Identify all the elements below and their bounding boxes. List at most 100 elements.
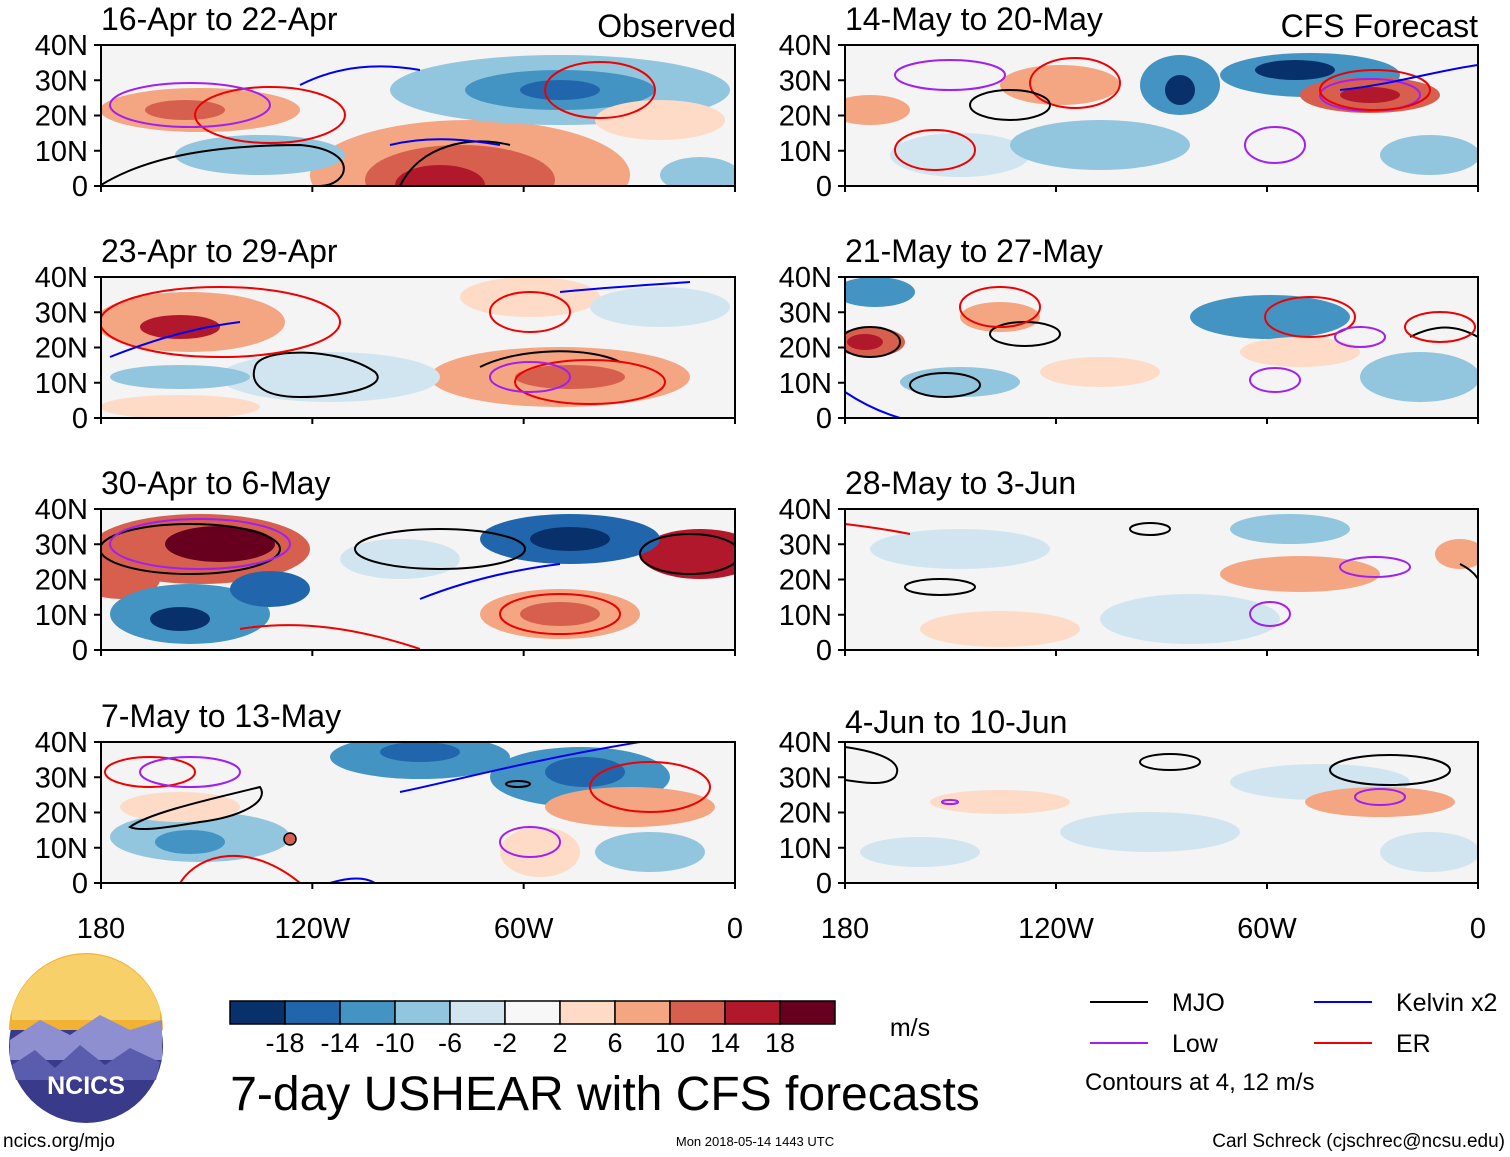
lat-tick-label: 20N — [35, 565, 88, 597]
lon-tick-label: 60W — [494, 913, 554, 945]
lat-tick-label: 0 — [72, 171, 88, 203]
colorbar-tick-label: 14 — [710, 1028, 740, 1058]
colorbar-tick-label: -18 — [265, 1028, 304, 1058]
lat-tick-label: 40N — [779, 262, 832, 294]
lat-tick-label: 40N — [779, 727, 832, 759]
legend-label: Kelvin x2 — [1396, 989, 1497, 1017]
panel-forecast-2: 21-May to 27-May — [844, 233, 1479, 419]
lat-tick-label: 10N — [779, 136, 832, 168]
lat-tick-label: 30N — [35, 529, 88, 561]
colorbar-tick-label: -2 — [493, 1028, 517, 1058]
colorbar-tick-label: -6 — [438, 1028, 462, 1058]
lon-tick-label: 180 — [77, 913, 125, 945]
panel-observed-1: 16-Apr to 22-Apr — [100, 1, 736, 187]
latitude-axis-labels: 40N30N20N10N040N30N20N10N040N30N20N10N04… — [35, 30, 845, 900]
panel-title: 16-Apr to 22-Apr — [101, 1, 338, 37]
panel-observed-4: 7-May to 13-May — [100, 698, 736, 884]
lat-tick-label: 20N — [779, 333, 832, 365]
colorbar-tick-label: 2 — [552, 1028, 567, 1058]
timestamp: Mon 2018-05-14 1443 UTC — [676, 1134, 834, 1149]
lat-tick-label: 10N — [779, 600, 832, 632]
lat-tick-label: 20N — [35, 333, 88, 365]
lat-tick-label: 0 — [816, 171, 832, 203]
colorbar-swatch — [339, 1000, 396, 1025]
colorbar-tick-label: 6 — [607, 1028, 622, 1058]
colorbar-swatch — [504, 1000, 561, 1025]
panel-title: 7-May to 13-May — [101, 698, 341, 734]
panel-title: 14-May to 20-May — [845, 1, 1103, 37]
lat-tick-label: 0 — [816, 403, 832, 435]
figure-title: 7-day USHEAR with CFS forecasts — [230, 1068, 980, 1121]
colorbar-tick-label: 10 — [655, 1028, 685, 1058]
lat-tick-label: 0 — [72, 868, 88, 900]
lat-tick-label: 30N — [779, 529, 832, 561]
panel-title: 21-May to 27-May — [845, 233, 1103, 269]
lat-tick-label: 40N — [35, 30, 88, 62]
lat-tick-label: 10N — [779, 833, 832, 865]
colorbar: -18 -14 -10 -6 -2 2 6 10 14 18 — [229, 1000, 836, 1058]
lat-tick-label: 10N — [35, 833, 88, 865]
legend-label: ER — [1396, 1030, 1431, 1058]
panel-forecast-4: 4-Jun to 10-Jun — [844, 704, 1479, 884]
panel-title: 4-Jun to 10-Jun — [845, 704, 1067, 740]
lat-tick-label: 10N — [779, 368, 832, 400]
lat-tick-label: 0 — [816, 868, 832, 900]
lat-tick-label: 20N — [779, 101, 832, 133]
lat-tick-label: 40N — [779, 30, 832, 62]
lat-tick-label: 40N — [35, 262, 88, 294]
colorbar-tick-label: -10 — [375, 1028, 414, 1058]
credit: Carl Schreck (cjschrec@ncsu.edu) — [1212, 1131, 1505, 1152]
colorbar-swatch — [284, 1000, 341, 1025]
lon-tick-label: 120W — [274, 913, 350, 945]
lat-tick-label: 20N — [35, 101, 88, 133]
panel-forecast-1: 14-May to 20-May — [844, 1, 1479, 187]
colorbar-swatch — [394, 1000, 451, 1025]
lat-tick-label: 10N — [35, 136, 88, 168]
ncics-logo: NCICS — [9, 953, 163, 1123]
colorbar-units: m/s — [890, 1014, 930, 1042]
colorbar-swatch — [559, 1000, 616, 1025]
colorbar-swatch — [779, 1000, 836, 1025]
panel-title: 30-Apr to 6-May — [101, 465, 330, 501]
lon-tick-label: 0 — [727, 913, 743, 945]
lat-tick-label: 40N — [35, 727, 88, 759]
lat-tick-label: 0 — [72, 403, 88, 435]
panel-observed-2: 23-Apr to 29-Apr — [100, 233, 736, 419]
colorbar-tick-label: 18 — [765, 1028, 795, 1058]
lat-tick-label: 30N — [779, 65, 832, 97]
legend-label: Low — [1172, 1030, 1219, 1058]
observed-label: Observed — [597, 8, 736, 44]
legend-label: MJO — [1172, 989, 1225, 1017]
lat-tick-label: 40N — [35, 494, 88, 526]
forecast-label: CFS Forecast — [1281, 8, 1478, 44]
lat-tick-label: 0 — [72, 635, 88, 667]
lat-tick-label: 30N — [35, 762, 88, 794]
site-url: ncics.org/mjo — [3, 1131, 115, 1152]
lat-tick-label: 20N — [35, 798, 88, 830]
panel-forecast-3: 28-May to 3-Jun — [844, 465, 1479, 651]
lon-tick-label: 180 — [821, 913, 869, 945]
colorbar-swatch — [449, 1000, 506, 1025]
lat-tick-label: 30N — [35, 65, 88, 97]
lat-tick-label: 10N — [35, 600, 88, 632]
panel-observed-3: 30-Apr to 6-May — [100, 465, 736, 651]
colorbar-swatch — [669, 1000, 726, 1025]
lat-tick-label: 30N — [35, 297, 88, 329]
longitude-axis-labels: 180 120W 60W 0 180 120W 60W 0 — [77, 186, 1486, 945]
lon-tick-label: 120W — [1018, 913, 1094, 945]
lon-tick-label: 0 — [1470, 913, 1486, 945]
lat-tick-label: 0 — [816, 635, 832, 667]
legend: MJO Kelvin x2 Low ER — [1090, 989, 1497, 1058]
colorbar-swatch — [229, 1000, 286, 1025]
lat-tick-label: 30N — [779, 762, 832, 794]
legend-note: Contours at 4, 12 m/s — [1085, 1069, 1314, 1096]
panel-title: 28-May to 3-Jun — [845, 465, 1076, 501]
logo-text: NCICS — [47, 1072, 125, 1100]
lat-tick-label: 30N — [779, 297, 832, 329]
lat-tick-label: 20N — [779, 565, 832, 597]
colorbar-tick-label: -14 — [320, 1028, 359, 1058]
panel-title: 23-Apr to 29-Apr — [101, 233, 338, 269]
lat-tick-label: 20N — [779, 798, 832, 830]
lat-tick-label: 40N — [779, 494, 832, 526]
